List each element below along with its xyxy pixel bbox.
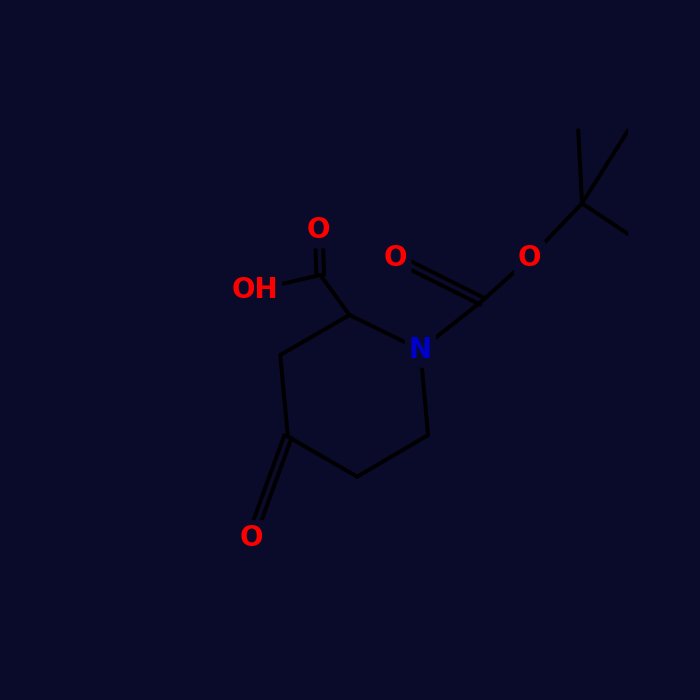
Text: OH: OH [232, 276, 278, 304]
Text: O: O [239, 524, 262, 552]
Text: O: O [384, 244, 407, 272]
Text: O: O [307, 216, 330, 244]
Text: N: N [409, 335, 432, 364]
Text: O: O [518, 244, 541, 272]
